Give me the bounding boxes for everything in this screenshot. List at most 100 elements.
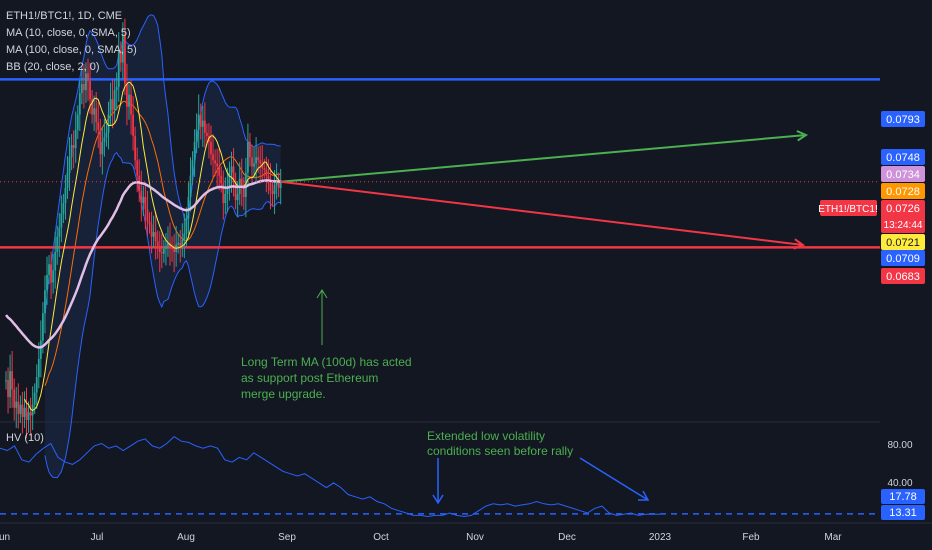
candle-body [27,412,30,420]
candle-body [35,377,38,393]
candle-body [257,157,260,161]
candle-body [146,209,149,222]
candle-body [87,73,89,81]
candle-body [66,172,69,188]
candle-body [9,371,11,398]
hv-panel-label[interactable]: HV (10) [6,432,44,444]
volatility-arrow-right-head [638,490,650,501]
candle-body [70,145,73,158]
candle-body [29,412,32,416]
candle-body [54,252,57,271]
candle-body [218,166,221,176]
legend-ma100[interactable]: MA (100, close, 0, SMA, 5) [6,44,137,56]
time-axis-label: Dec [558,532,576,543]
candle-body [212,154,214,161]
candle-body [179,242,182,246]
price-axis-label-text: 0.0793 [886,114,920,126]
candle-body [162,248,165,254]
candle-body [136,160,139,176]
candle-body [91,99,93,115]
candle-body [126,84,128,107]
candle-body [240,178,243,188]
candle-body [269,183,272,191]
support-annotation-text: Long Term MA (100d) has acted [241,355,412,369]
candle-body [158,245,161,252]
candle-body [21,404,24,417]
candle-body [242,187,245,198]
candle-body [277,181,280,188]
bullish-projection-arrow-head [796,130,809,142]
candle-body [193,142,196,161]
candle-body [39,340,42,359]
candle-body [109,99,112,115]
time-axis-label: Jul [91,532,104,543]
hv-line [0,435,660,518]
candle-body [5,380,7,382]
price-axis-label-text: 0.0734 [886,169,920,181]
candle-body [216,163,219,167]
candle-body [156,241,159,246]
candle-body [93,108,96,115]
candle-body [76,114,79,130]
candle-body [152,232,155,237]
current-price-label-text: 0.0726 [886,203,920,215]
candle-body [105,132,108,138]
candle-body [201,120,204,127]
candle-body [224,193,227,204]
candle-body [148,221,151,225]
candle-body [64,187,67,204]
candle-body [226,187,229,194]
candle-body [97,122,100,130]
candle-body [124,35,126,84]
candle-body [232,166,235,182]
volatility-arrow-right [579,457,649,501]
bollinger-upper-band [44,14,281,317]
candle-body [203,120,206,133]
symbol-title[interactable]: ETH1!/BTC1!, 1D, CME [6,10,123,22]
candle-body [144,197,147,210]
symbol-price-tag [820,200,877,216]
candle-body [132,114,134,136]
candle-body [89,80,91,100]
candle-body [7,380,9,398]
candle-body [107,114,110,133]
candle-body [121,35,124,63]
hv-value-label [881,505,925,520]
ma100-line [5,179,281,349]
candle-body [72,145,75,149]
candle-body [189,175,192,198]
time-axis-label: Mar [824,532,842,543]
price-axis-label [881,268,925,284]
price-axis-label [881,111,925,127]
candle-body [255,157,257,164]
candle-body [183,233,186,240]
candle-body [249,142,251,158]
candle-body [187,197,190,219]
candle-body [236,193,239,201]
price-axis-label [881,149,925,165]
candle-body [261,163,264,168]
price-axis-label [881,234,925,250]
price-axis-label [881,166,925,182]
candle-body [119,50,122,63]
candle-body [46,274,48,291]
time-axis-label: Oct [373,532,389,543]
candle-body [210,142,212,155]
support-annotation-arrowhead [316,289,328,299]
legend-bb[interactable]: BB (20, close, 2, 0) [6,61,100,73]
candle-body [177,242,180,245]
legend-ma10[interactable]: MA (10, close, 0, SMA, 5) [6,27,131,39]
candle-body [68,157,71,173]
candle-body [25,407,28,420]
volatility-annotation-text: Extended low volatility [427,429,545,443]
bullish-projection-arrow [280,134,807,183]
hv-value-label-text: 13.31 [889,507,917,519]
candle-body [33,392,36,405]
candle-body [214,160,216,164]
candle-body [234,181,237,201]
candle-body [13,389,16,408]
volatility-annotation-text: conditions seen before rally [427,444,573,458]
candle-body [78,93,81,115]
candle-body [263,168,266,170]
